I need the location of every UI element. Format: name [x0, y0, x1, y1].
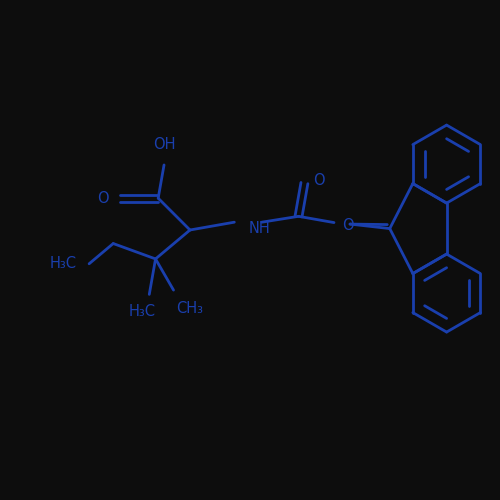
Text: H₃C: H₃C: [128, 304, 156, 320]
Text: CH₃: CH₃: [176, 301, 203, 316]
Text: O: O: [342, 218, 354, 232]
Text: O: O: [98, 190, 109, 206]
Text: NH: NH: [248, 220, 270, 236]
Text: H₃C: H₃C: [50, 256, 76, 272]
Text: OH: OH: [153, 138, 176, 152]
Text: O: O: [314, 173, 325, 188]
